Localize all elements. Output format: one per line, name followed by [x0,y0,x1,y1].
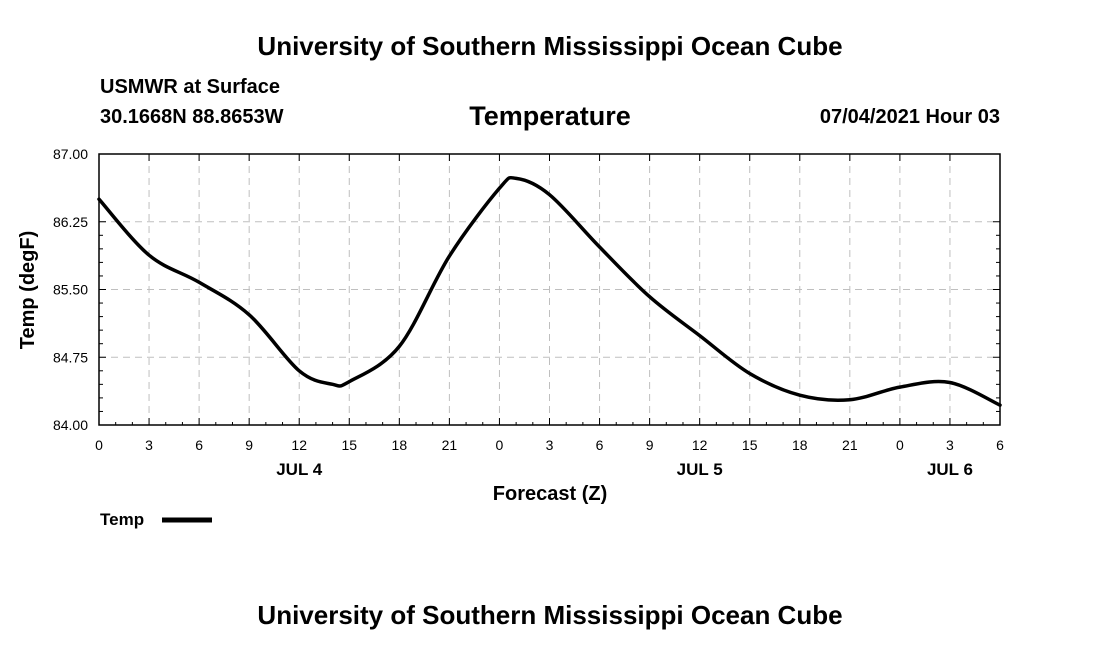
page-title: University of Southern Mississippi Ocean… [257,31,843,61]
station-label: USMWR at Surface [100,76,281,98]
x-tick-label: 6 [195,437,203,453]
x-tick-label: 21 [842,437,858,453]
y-tick-label: 84.00 [53,417,88,433]
x-tick-label: 6 [596,437,604,453]
x-tick-label: 3 [145,437,153,453]
x-tick-label: 9 [646,437,654,453]
x-tick-label: 18 [792,437,808,453]
x-tick-label: 6 [996,437,1004,453]
x-axis-label: Forecast (Z) [493,483,607,505]
forecast-datetime: 07/04/2021 Hour 03 [819,106,1000,128]
series-line-temp [97,175,1002,407]
temperature-chart: 0 3 6 9 12 15 18 21 0 3 6 9 12 15 18 21 0 3 6 JUL 4 JUL 5 JUL… [17,146,1004,529]
x-tick-label: 21 [442,437,458,453]
x-tick-label: 0 [496,437,504,453]
legend-label: Temp [100,510,144,529]
axis-tick-labels: 0 3 6 9 12 15 18 21 0 3 6 9 12 15 18 21 0 3 6 JUL 4 JUL 5 JUL… [53,146,1004,479]
footer-title: University of Southern Mississippi Ocean… [257,600,843,630]
station-coordinates: 30.1668N 88.8653W [100,106,284,128]
y-tick-label: 84.75 [53,349,88,365]
x-tick-label: 0 [896,437,904,453]
x-tick-label: 3 [546,437,554,453]
chart-title: Temperature [469,101,631,131]
x-tick-label: 15 [742,437,758,453]
legend: Temp [100,510,212,529]
x-tick-label: 15 [341,437,357,453]
x-tick-label: 0 [95,437,103,453]
x-tick-label: 9 [245,437,253,453]
x-tick-label: 18 [392,437,408,453]
x-tick-label: 12 [291,437,307,453]
y-tick-label: 86.25 [53,214,88,230]
date-label: JUL 4 [276,460,323,479]
date-label: JUL 5 [677,460,723,479]
grid-lines [99,154,1000,425]
axis-ticks [98,153,1001,426]
x-tick-label: 3 [946,437,954,453]
y-tick-label: 85.50 [53,282,88,298]
y-axis-label: Temp (degF) [17,231,39,350]
y-tick-label: 87.00 [53,146,88,162]
x-tick-label: 12 [692,437,708,453]
date-label: JUL 6 [927,460,973,479]
